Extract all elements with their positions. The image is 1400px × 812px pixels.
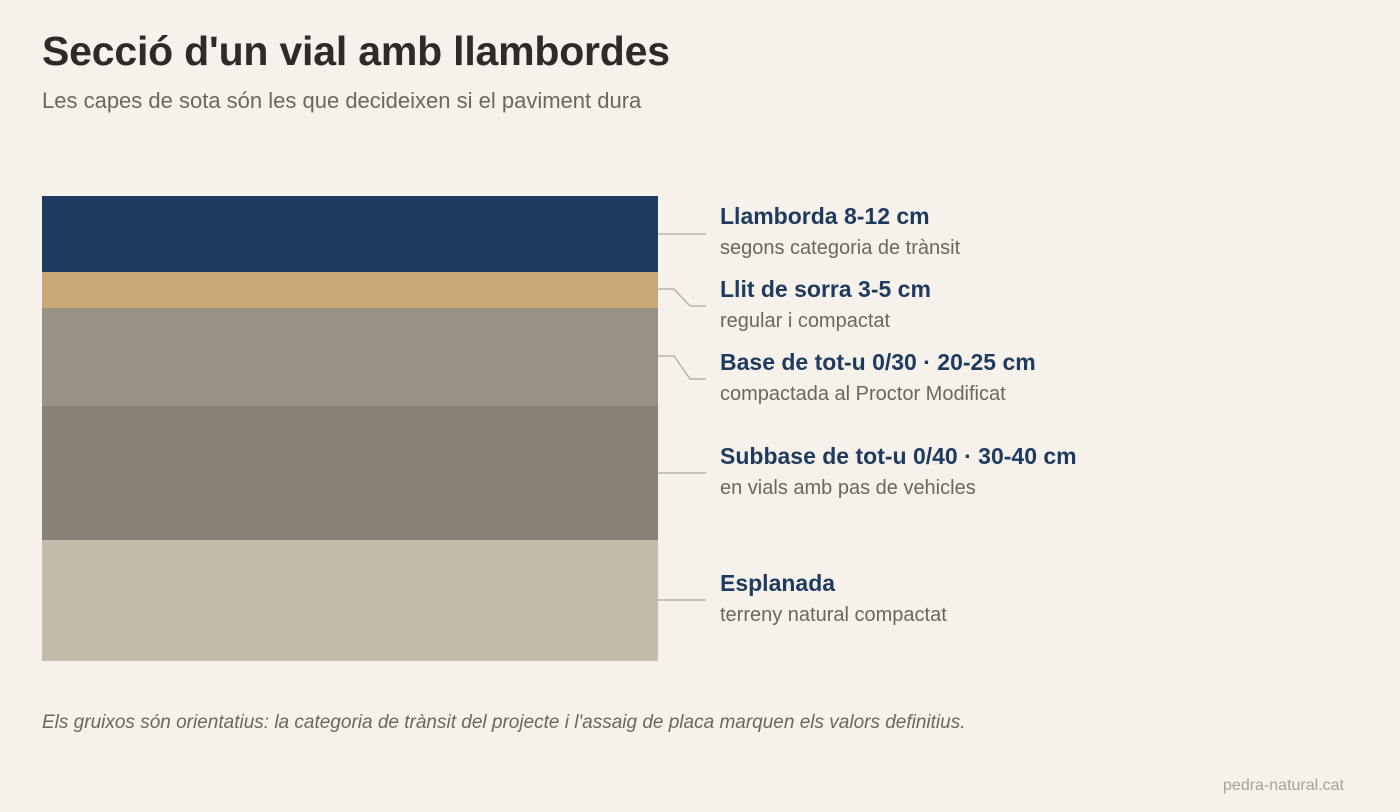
footnote: Els gruixos són orientatius: la categori… xyxy=(42,712,966,733)
source-credit: pedra-natural.cat xyxy=(1223,777,1344,794)
layer-subbase xyxy=(42,406,658,540)
page-subtitle: Les capes de sota són les que decideixen… xyxy=(42,88,642,113)
layer-description: regular i compactat xyxy=(720,310,891,332)
layer-description: en vials amb pas de vehicles xyxy=(720,477,976,499)
leader-line-base xyxy=(658,355,706,380)
layer-sand-bed xyxy=(42,272,658,308)
layer-subgrade xyxy=(42,540,658,661)
layer-title: Esplanada xyxy=(720,570,836,596)
layer-title: Llamborda 8-12 cm xyxy=(720,203,930,229)
layer-paver xyxy=(42,196,658,272)
layer-stack xyxy=(42,196,658,661)
layer-title: Base de tot-u 0/30 · 20-25 cm xyxy=(720,349,1036,375)
layer-label-sand-bed: Llit de sorra 3-5 cm regular i compactat xyxy=(720,275,931,334)
layer-description: compactada al Proctor Modificat xyxy=(720,383,1006,405)
layer-label-subgrade: Esplanada terreny natural compactat xyxy=(720,569,947,628)
layer-title: Llit de sorra 3-5 cm xyxy=(720,276,931,302)
leader-line-sand-bed xyxy=(658,288,706,307)
layer-description: terreny natural compactat xyxy=(720,604,947,626)
layer-label-paver: Llamborda 8-12 cm segons categoria de tr… xyxy=(720,202,960,261)
layer-label-subbase: Subbase de tot-u 0/40 · 30-40 cm en vial… xyxy=(720,442,1077,501)
layer-label-base: Base de tot-u 0/30 · 20-25 cm compactada… xyxy=(720,348,1036,407)
layer-title: Subbase de tot-u 0/40 · 30-40 cm xyxy=(720,443,1077,469)
layer-base xyxy=(42,308,658,406)
page-title: Secció d'un vial amb llambordes xyxy=(42,28,670,74)
layer-description: segons categoria de trànsit xyxy=(720,237,961,259)
